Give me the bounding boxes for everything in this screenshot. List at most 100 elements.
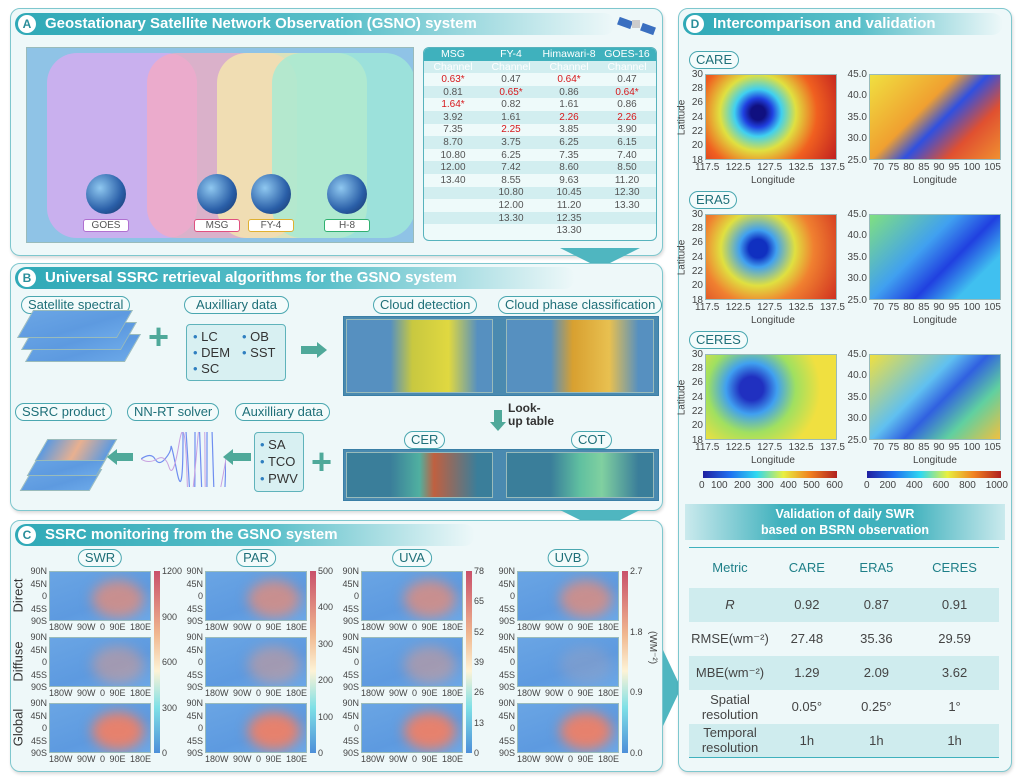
- colorbar-tick: 0: [864, 480, 870, 491]
- lon-tick: 70: [873, 162, 885, 173]
- table-row: 13.30: [424, 224, 656, 237]
- flux-map-uvb-diffuse: [517, 637, 619, 687]
- lon-tick-row: 180W 90W 0 90E 180E: [49, 688, 151, 698]
- arrow-right-icon: [301, 346, 317, 354]
- colorbar-tick: 300: [318, 638, 334, 649]
- lat-tick: 22: [691, 265, 703, 277]
- lon-tick: 180W: [361, 754, 385, 764]
- section-letter: A: [18, 15, 36, 33]
- lat-tick: 40.0: [847, 230, 867, 241]
- lon-tick: 85: [918, 302, 930, 313]
- table-cell: 0.86: [540, 85, 598, 99]
- lat-tick: 0: [509, 657, 515, 667]
- variable-title-uvb: UVB: [547, 549, 589, 567]
- table-cell: 3.92: [424, 110, 482, 124]
- lon-tick: 0: [411, 622, 417, 632]
- colorbar-tick: 52: [474, 626, 485, 637]
- cot-label: COT: [571, 431, 613, 449]
- lat-tick: 45S: [498, 669, 515, 680]
- colorbar-tick: 300: [162, 702, 178, 713]
- colorbar-tick: 200: [318, 675, 334, 686]
- flux-map-par-global: [205, 703, 307, 753]
- lon-tick: 90E: [109, 754, 126, 764]
- aux-item: PWV: [268, 471, 298, 486]
- validation-cell: 1h: [842, 723, 911, 758]
- cloud-phase-map: [506, 319, 654, 393]
- section-a-header: A Geostationary Satellite Network Observa…: [15, 13, 615, 35]
- table-cell: 10.80: [482, 186, 540, 200]
- colorbar-left-ticks: 0 100 200 300 400 500 600: [699, 480, 843, 491]
- table-cell: 2.25: [501, 124, 521, 136]
- cer-label: CER: [404, 431, 446, 449]
- lon-tick: 180W: [49, 754, 73, 764]
- lon-tick: 90E: [265, 622, 282, 632]
- colorbar-tick: 600: [932, 480, 950, 491]
- lon-tick: 90E: [577, 688, 594, 698]
- section-title: Geostationary Satellite Network Observat…: [45, 15, 477, 32]
- lat-tick: 25.0: [847, 294, 867, 306]
- lon-tick-row: 70 75 80 85 90 95 100 105: [873, 442, 1001, 453]
- panel-c: C SSRC monitoring from the GSNO system SW…: [10, 520, 663, 772]
- lat-tick: 30: [691, 208, 703, 220]
- column-header: GOES-16: [598, 48, 656, 61]
- lat-tick: 90S: [498, 616, 515, 626]
- table-cell: 12.30: [598, 186, 656, 200]
- lat-tick: 45S: [342, 669, 359, 680]
- table-row: 10.80 6.25 7.35 7.40: [424, 149, 656, 162]
- lon-tick: 180W: [49, 688, 73, 698]
- table-cell: 0.47: [617, 73, 637, 85]
- lon-tick: 0: [567, 622, 573, 632]
- section-title: Universal SSRC retrieval algorithms for …: [45, 269, 457, 286]
- dataset-label-era5: ERA5: [689, 191, 737, 209]
- lat-tick: 45N: [342, 578, 359, 589]
- lat-tick: 28: [691, 82, 703, 94]
- lon-tick: 180E: [285, 688, 307, 698]
- table-cell: 13.40: [440, 174, 466, 186]
- table-cell: [424, 211, 482, 225]
- lon-tick-row: 180W 90W 0 90E 180E: [361, 622, 463, 632]
- satellite-globe: [197, 174, 237, 214]
- lat-tick: 45S: [30, 669, 47, 680]
- validation-title-line: Validation of daily SWR: [775, 507, 915, 521]
- table-row: 12.00 7.42 8.60 8.50: [424, 161, 656, 174]
- lon-tick: 117.5: [695, 302, 720, 313]
- table-row: 3.92 1.61 2.26 2.26: [424, 110, 656, 124]
- table-header-row: MSG FY-4 Himawari-8 GOES-16: [424, 48, 656, 61]
- table-cell: 7.40: [617, 149, 637, 161]
- table-cell: 12.00: [424, 161, 482, 174]
- lon-tick: 90E: [265, 754, 282, 764]
- lat-tick: 45N: [342, 644, 359, 655]
- lon-tick-row: 180W 90W 0 90E 180E: [49, 754, 151, 764]
- lon-tick: 122.5: [725, 302, 751, 313]
- lon-tick-row: 180W 90W 0 90E 180E: [205, 688, 307, 698]
- table-row: 13.30 12.35: [424, 211, 656, 225]
- lat-tick: 0: [509, 591, 515, 601]
- lon-tick: 105: [984, 442, 1001, 453]
- validation-cell: 27.48: [790, 631, 824, 646]
- flux-map-swr-global: [49, 703, 151, 753]
- flux-map-swr-direct: [49, 571, 151, 621]
- validation-cell: 29.59: [938, 631, 971, 646]
- map-ceres-tibet: [869, 354, 1001, 440]
- flux-blob: [404, 580, 456, 618]
- validation-cell: R: [689, 587, 771, 622]
- lon-tick: 127.5: [757, 302, 783, 313]
- lon-tick: 127.5: [757, 442, 783, 453]
- lon-tick-row: 180W 90W 0 90E 180E: [205, 754, 307, 764]
- lon-tick: 90E: [109, 688, 126, 698]
- lon-tick: 0: [99, 622, 105, 632]
- lon-tick: 0: [99, 754, 105, 764]
- lat-tick: 90S: [30, 682, 47, 692]
- lat-tick: 45S: [498, 735, 515, 746]
- aux-item: DEM: [201, 345, 231, 360]
- flux-map-par-diffuse: [205, 637, 307, 687]
- row-label-global: Global: [10, 708, 26, 747]
- map-era5-typhoon: [705, 214, 837, 300]
- row-label-diffuse: Diffuse: [10, 641, 26, 682]
- validation-cell: RMSE(wm⁻²): [691, 631, 769, 646]
- aux-item: LC: [201, 329, 218, 344]
- lon-tick: 90E: [421, 688, 438, 698]
- channel-subheader: Channel: [424, 60, 482, 74]
- colorbar-tick: 0: [162, 748, 168, 758]
- y-axis-label: Latitude: [676, 239, 688, 276]
